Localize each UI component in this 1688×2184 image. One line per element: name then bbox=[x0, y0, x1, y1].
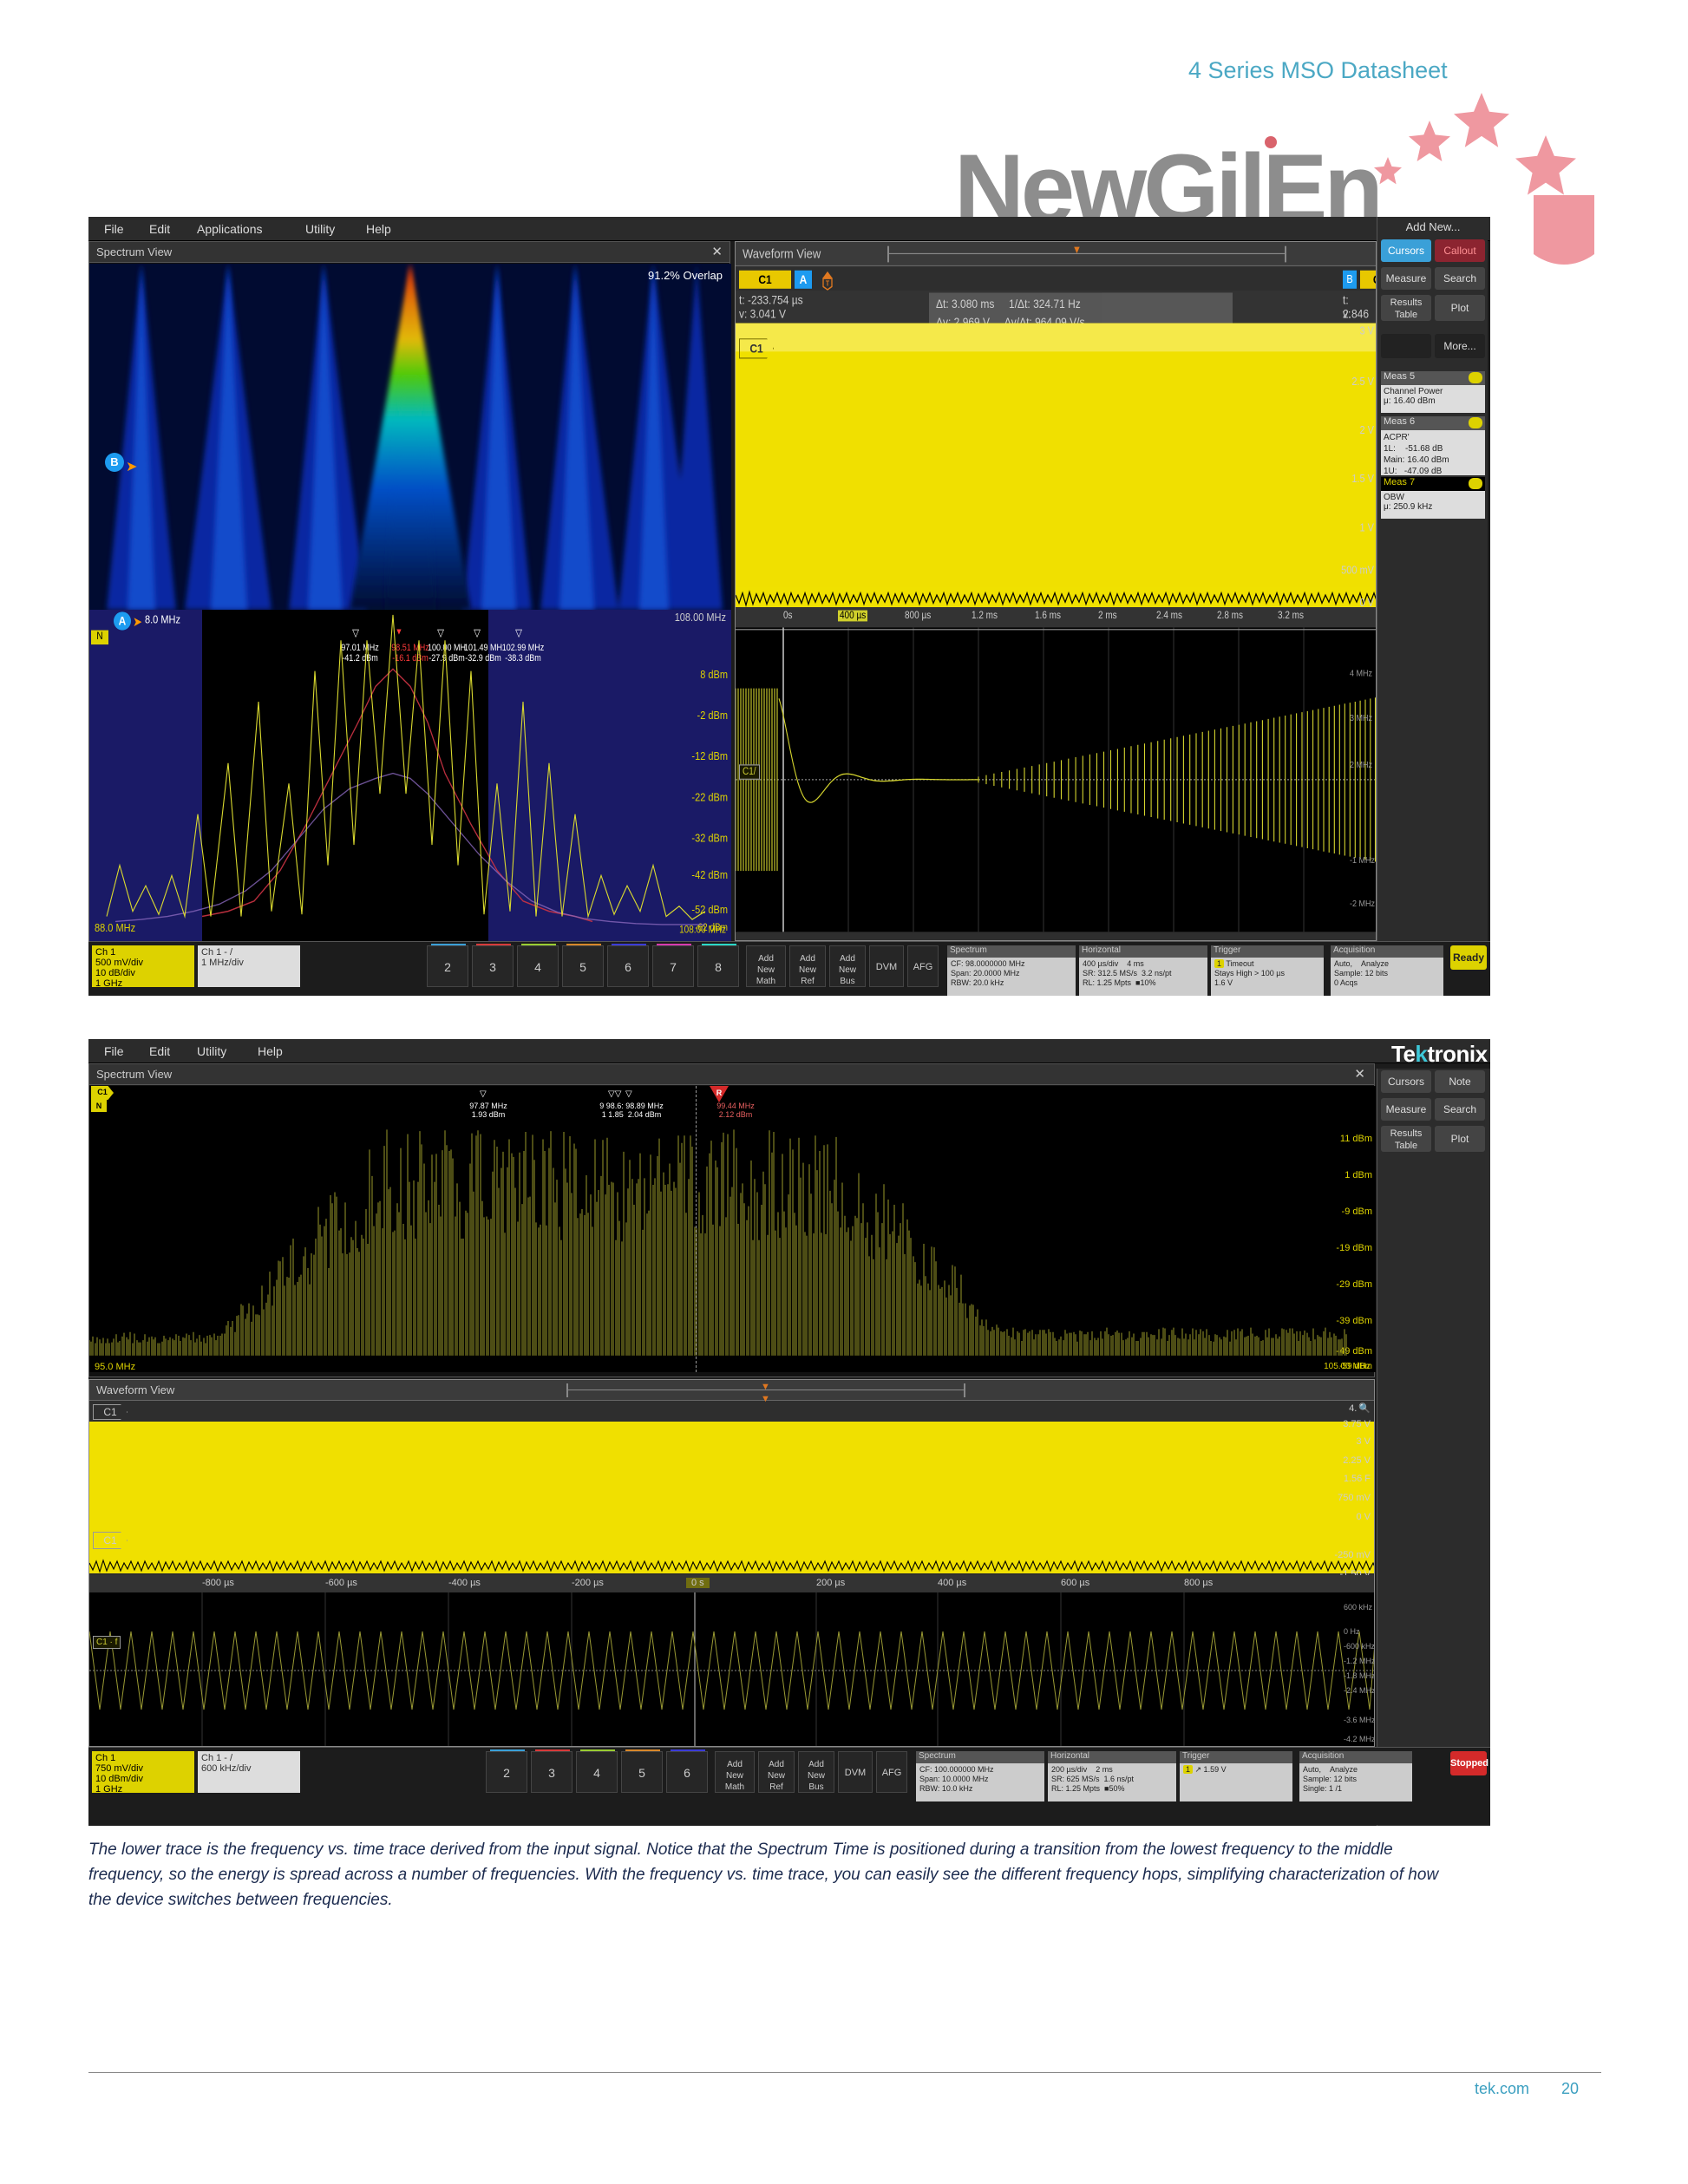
svg-text:R: R bbox=[716, 1089, 723, 1097]
svg-text:0 Hz: 0 Hz bbox=[1344, 1627, 1360, 1636]
svg-text:-1 MHz: -1 MHz bbox=[1350, 855, 1375, 866]
svg-text:-1.8 MHz: -1.8 MHz bbox=[1344, 1671, 1375, 1680]
svg-text:T: T bbox=[826, 279, 830, 288]
svg-text:-1.2 MHz: -1.2 MHz bbox=[1344, 1657, 1375, 1665]
svg-text:-600 kHz: -600 kHz bbox=[1344, 1642, 1375, 1651]
svg-text:2 MHz: 2 MHz bbox=[1350, 760, 1372, 770]
svg-text:3 MHz: 3 MHz bbox=[1350, 713, 1372, 723]
svg-text:-3.6 MHz: -3.6 MHz bbox=[1344, 1716, 1375, 1724]
svg-text:-2 MHz: -2 MHz bbox=[1350, 899, 1375, 909]
svg-text:-2.4 MHz: -2.4 MHz bbox=[1344, 1686, 1375, 1695]
svg-text:4 MHz: 4 MHz bbox=[1350, 669, 1372, 679]
svg-text:600 kHz: 600 kHz bbox=[1344, 1603, 1373, 1612]
svg-text:-4.2 MHz: -4.2 MHz bbox=[1344, 1735, 1375, 1743]
